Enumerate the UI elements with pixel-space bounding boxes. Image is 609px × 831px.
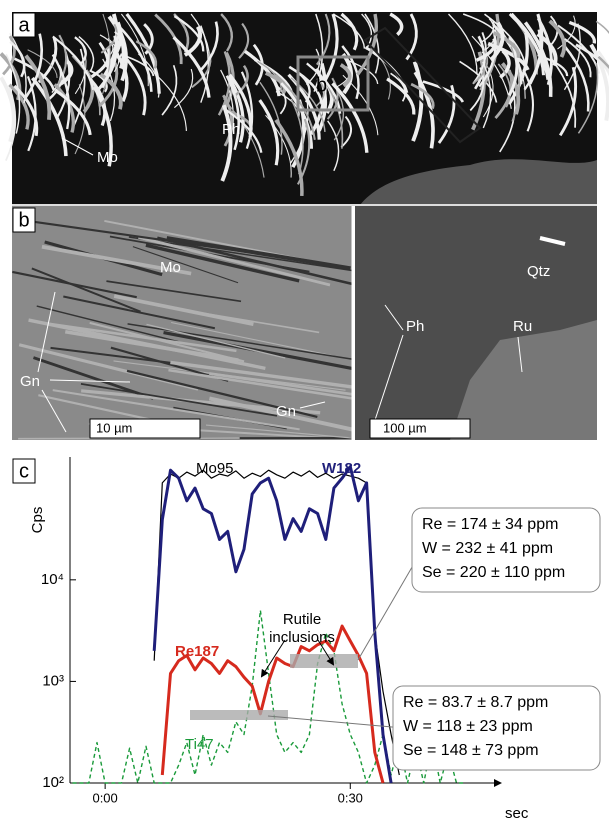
series-label: Ti47: [185, 736, 214, 753]
callout-text: W = 118 ± 23 ppm: [403, 718, 533, 735]
annotation: Rutile: [283, 611, 321, 628]
callout-text: Se = 220 ± 110 ppm: [422, 564, 565, 581]
callout-text: Re = 174 ± 34 ppm: [422, 516, 558, 533]
y-tick-label: 10²: [42, 774, 64, 791]
fiber: [596, 21, 609, 52]
annotation: inclusions: [269, 629, 335, 646]
mineral-label: Mo: [160, 259, 181, 276]
callout-text: W = 232 ± 41 ppm: [422, 540, 553, 557]
panel-label: a: [18, 14, 30, 36]
panel-label: c: [19, 460, 29, 482]
x-axis-label: sec: [505, 805, 529, 822]
mineral-label: Qtz: [527, 263, 550, 280]
y-tick-label: 10⁴: [41, 571, 64, 588]
scale-label: 10 µm: [96, 420, 132, 435]
mineral-label: Ph: [406, 318, 424, 335]
figure: a Mo Ph b b Mo Gn Gn 10 µm Qtz Ph Ru 100…: [0, 0, 609, 831]
annotations: Rutileinclusions Re = 174 ± 34 ppm W = 232…: [262, 508, 600, 770]
panel-label: b: [18, 209, 29, 231]
mineral-label: Mo: [97, 149, 118, 166]
mineral-label: Ru: [513, 318, 532, 335]
interval-bar: [290, 654, 358, 668]
x-tick-label: 0:00: [92, 790, 117, 805]
mineral-label: Gn: [276, 403, 296, 420]
series-label: Re187: [175, 643, 219, 660]
mineral-label: Ph: [222, 121, 240, 138]
inset-label: b: [316, 74, 327, 96]
series-label: W182: [322, 460, 361, 477]
x-tick-label: 0:30: [338, 790, 363, 805]
y-axis-label: Cps: [29, 507, 46, 534]
callout-text: Se = 148 ± 73 ppm: [403, 742, 539, 759]
series-line: [154, 470, 399, 775]
y-tick-label: 10³: [42, 672, 64, 689]
series-label: Mo95: [196, 460, 234, 477]
mineral-label: Gn: [20, 373, 40, 390]
interval-bar: [190, 710, 288, 720]
callout-text: Re = 83.7 ± 8.7 ppm: [403, 694, 548, 711]
scale-label: 100 µm: [383, 420, 427, 435]
